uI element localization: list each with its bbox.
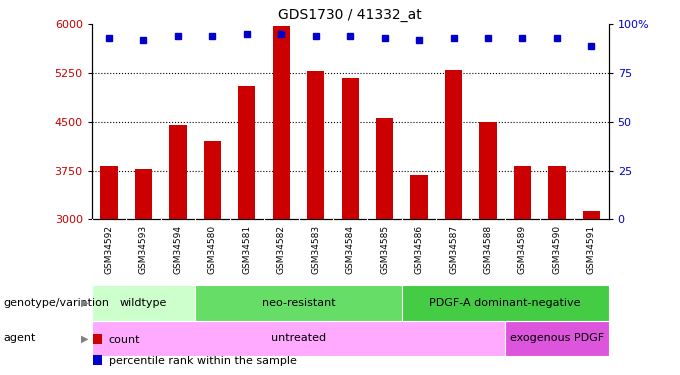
Text: genotype/variation: genotype/variation [3,298,109,308]
Bar [238,86,256,219]
Bar [376,118,393,219]
Bar [307,71,324,219]
Bar [92,321,505,356]
Text: GSM34584: GSM34584 [345,225,355,274]
Text: untreated: untreated [271,333,326,344]
Text: GSM34580: GSM34580 [208,225,217,274]
Text: GSM34593: GSM34593 [139,225,148,274]
Bar [514,166,531,219]
Bar [445,70,462,219]
Text: GSM34589: GSM34589 [518,225,527,274]
Text: GSM34583: GSM34583 [311,225,320,274]
Text: count: count [109,335,140,345]
Bar [135,169,152,219]
Bar [195,285,402,321]
Text: GSM34591: GSM34591 [587,225,596,274]
Bar [402,285,609,321]
Bar [101,166,118,219]
Bar [411,175,428,219]
Bar [341,78,359,219]
Text: percentile rank within the sample: percentile rank within the sample [109,356,296,366]
Title: GDS1730 / 41332_at: GDS1730 / 41332_at [278,8,422,22]
Bar [505,321,609,356]
Text: GSM34592: GSM34592 [105,225,114,274]
Bar [548,166,566,219]
Bar [273,26,290,219]
Text: agent: agent [3,333,36,344]
Bar [169,125,186,219]
Text: GSM34594: GSM34594 [173,225,182,274]
Text: GSM34590: GSM34590 [552,225,562,274]
Text: wildtype: wildtype [120,298,167,308]
Bar [92,285,195,321]
Bar [479,122,496,219]
Text: GSM34581: GSM34581 [242,225,252,274]
Text: PDGF-A dominant-negative: PDGF-A dominant-negative [430,298,581,308]
Text: neo-resistant: neo-resistant [262,298,335,308]
Text: ▶: ▶ [81,333,88,344]
Text: GSM34587: GSM34587 [449,225,458,274]
Text: GSM34588: GSM34588 [483,225,492,274]
Text: exogenous PDGF: exogenous PDGF [510,333,604,344]
Text: GSM34582: GSM34582 [277,225,286,274]
Bar [204,141,221,219]
Text: GSM34586: GSM34586 [415,225,424,274]
Text: GSM34585: GSM34585 [380,225,389,274]
Bar [583,211,600,219]
Text: ▶: ▶ [81,298,88,308]
